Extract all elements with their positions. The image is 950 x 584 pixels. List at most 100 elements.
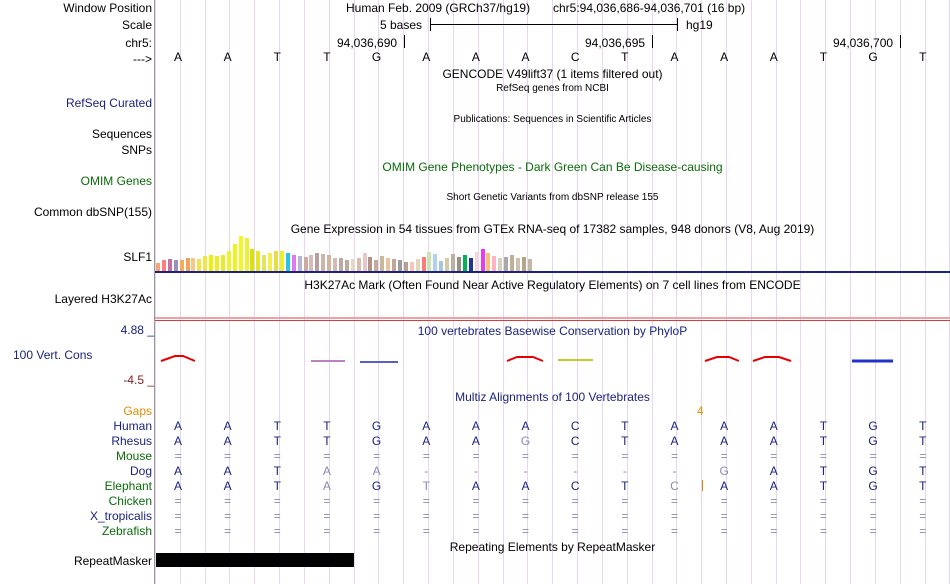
phylop-track-label[interactable]: 100 Vert. Cons xyxy=(13,348,93,362)
gtex-tissue-bar[interactable] xyxy=(403,262,408,271)
gtex-tissue-bar[interactable] xyxy=(350,259,355,271)
refseq-track-title[interactable]: RefSeq genes from NCBI xyxy=(496,83,609,94)
gtex-tissue-bar[interactable] xyxy=(409,262,414,271)
gtex-tissue-bar[interactable] xyxy=(486,253,491,271)
h3k27ac-track-label[interactable]: Layered H3K27Ac xyxy=(54,292,152,306)
gtex-tissue-bar[interactable] xyxy=(421,257,426,271)
gtex-tissue-bar[interactable] xyxy=(462,255,467,271)
gtex-tissue-bar[interactable] xyxy=(327,255,332,271)
gtex-tissue-bar[interactable] xyxy=(203,256,208,271)
gtex-tissue-bar[interactable] xyxy=(161,260,166,271)
grid-line xyxy=(155,0,156,584)
position-readout[interactable]: chr5:94,036,686-94,036,701 (16 bp) xyxy=(553,1,746,15)
gtex-tissue-bar[interactable] xyxy=(380,256,385,271)
gtex-tissue-bar[interactable] xyxy=(250,249,255,271)
species-label-elephant[interactable]: Elephant xyxy=(104,479,152,493)
species-label-dog[interactable]: Dog xyxy=(129,464,152,478)
gtex-tissue-bar[interactable] xyxy=(445,258,450,271)
gtex-tissue-bar[interactable] xyxy=(179,260,184,271)
gtex-tissue-bar[interactable] xyxy=(504,257,509,271)
alignment-base: = xyxy=(273,509,281,523)
gtex-tissue-bar[interactable] xyxy=(468,258,473,271)
gtex-tissue-bar[interactable] xyxy=(309,255,314,271)
gtex-tissue-bar[interactable] xyxy=(521,257,526,271)
dbsnp-track-label[interactable]: Common dbSNP(155) xyxy=(33,205,152,219)
gtex-tissue-bar[interactable] xyxy=(226,251,231,271)
gtex-track-title[interactable]: Gene Expression in 54 tissues from GTEx … xyxy=(290,222,815,236)
gtex-tissue-bar[interactable] xyxy=(167,259,172,271)
gtex-tissue-bar[interactable] xyxy=(156,263,160,271)
gtex-tissue-bar[interactable] xyxy=(209,255,214,271)
gtex-tissue-bar[interactable] xyxy=(368,257,373,271)
species-label-chicken[interactable]: Chicken xyxy=(108,494,152,508)
sequences-track-label[interactable]: Sequences xyxy=(91,127,152,141)
gtex-tissue-bar[interactable] xyxy=(215,256,219,271)
gtex-tissue-bar[interactable] xyxy=(297,256,302,271)
snps-track-label[interactable]: SNPs xyxy=(121,143,152,157)
pubs-track-title[interactable]: Publications: Sequences in Scientific Ar… xyxy=(453,114,652,125)
gencode-track-title[interactable]: GENCODE V49lift37 (1 items filtered out) xyxy=(442,67,663,81)
species-label-x_tropicalis[interactable]: X_tropicalis xyxy=(89,509,152,523)
gtex-tissue-bar[interactable] xyxy=(344,260,349,271)
gtex-tissue-bar[interactable] xyxy=(433,254,438,271)
gtex-tissue-bar[interactable] xyxy=(397,260,402,271)
gtex-tissue-bar[interactable] xyxy=(338,258,343,271)
alignment-base: T xyxy=(621,479,629,493)
gtex-tissue-bar[interactable] xyxy=(256,251,261,271)
gtex-tissue-bar[interactable] xyxy=(244,238,249,271)
gtex-tissue-bar[interactable] xyxy=(262,255,267,271)
gtex-tissue-bar[interactable] xyxy=(303,257,308,271)
phylop-track-title[interactable]: 100 vertebrates Basewise Conservation by… xyxy=(417,324,688,338)
repeatmasker-track-title[interactable]: Repeating Elements by RepeatMasker xyxy=(449,540,656,554)
gtex-gene-label[interactable]: SLF1 xyxy=(123,250,152,264)
gtex-tissue-bar[interactable] xyxy=(268,253,273,271)
gtex-tissue-bar[interactable] xyxy=(185,258,190,271)
repeat-element-block[interactable] xyxy=(156,553,354,567)
species-label-human[interactable]: Human xyxy=(113,419,152,433)
gtex-tissue-bar[interactable] xyxy=(232,244,237,271)
gtex-tissue-bar[interactable] xyxy=(173,260,178,271)
gtex-tissue-bar[interactable] xyxy=(427,252,432,271)
dbsnp-track-title[interactable]: Short Genetic Variants from dbSNP releas… xyxy=(446,192,659,203)
species-label-rhesus[interactable]: Rhesus xyxy=(111,434,152,448)
omim-track-title[interactable]: OMIM Gene Phenotypes - Dark Green Can Be… xyxy=(382,160,723,174)
gtex-tissue-bar[interactable] xyxy=(315,253,320,271)
gtex-tissue-bar[interactable] xyxy=(492,256,497,271)
gtex-expression-barchart[interactable] xyxy=(156,236,536,271)
species-label-mouse[interactable]: Mouse xyxy=(115,449,152,463)
gtex-tissue-bar[interactable] xyxy=(498,258,503,271)
gtex-tissue-bar[interactable] xyxy=(480,249,485,271)
gtex-tissue-bar[interactable] xyxy=(291,255,296,271)
gtex-tissue-bar[interactable] xyxy=(474,252,479,271)
gtex-tissue-bar[interactable] xyxy=(191,258,196,271)
gtex-tissue-bar[interactable] xyxy=(415,259,420,271)
gtex-tissue-bar[interactable] xyxy=(527,259,532,271)
phylop-conservation-plot[interactable] xyxy=(155,350,950,370)
coord-tick: 94,036,695 xyxy=(585,36,646,50)
gtex-tissue-bar[interactable] xyxy=(321,254,326,271)
h3k27ac-track-title[interactable]: H3K27Ac Mark (Often Found Near Active Re… xyxy=(304,278,801,292)
refseq-track-label[interactable]: RefSeq Curated xyxy=(65,96,152,110)
gtex-tissue-bar[interactable] xyxy=(456,257,461,271)
repeatmasker-track-label[interactable]: RepeatMasker xyxy=(73,554,152,568)
gtex-tissue-bar[interactable] xyxy=(197,259,202,271)
gtex-tissue-bar[interactable] xyxy=(386,258,391,271)
gtex-tissue-bar[interactable] xyxy=(439,261,444,271)
gtex-tissue-bar[interactable] xyxy=(238,236,243,271)
grid-line xyxy=(378,0,380,584)
species-label-zebrafish[interactable]: Zebrafish xyxy=(101,524,152,538)
gtex-tissue-bar[interactable] xyxy=(515,258,520,271)
multiz-track-title[interactable]: Multiz Alignments of 100 Vertebrates xyxy=(455,390,650,404)
gtex-tissue-bar[interactable] xyxy=(285,253,290,271)
gtex-tissue-bar[interactable] xyxy=(374,260,379,271)
gtex-tissue-bar[interactable] xyxy=(333,258,337,271)
gtex-tissue-bar[interactable] xyxy=(362,253,367,271)
gtex-tissue-bar[interactable] xyxy=(274,251,278,271)
gtex-tissue-bar[interactable] xyxy=(510,255,514,271)
gtex-tissue-bar[interactable] xyxy=(451,254,455,271)
gtex-tissue-bar[interactable] xyxy=(220,255,225,271)
gtex-tissue-bar[interactable] xyxy=(279,251,284,271)
omim-track-label[interactable]: OMIM Genes xyxy=(80,174,152,188)
gtex-tissue-bar[interactable] xyxy=(392,259,396,271)
gtex-tissue-bar[interactable] xyxy=(356,258,361,271)
